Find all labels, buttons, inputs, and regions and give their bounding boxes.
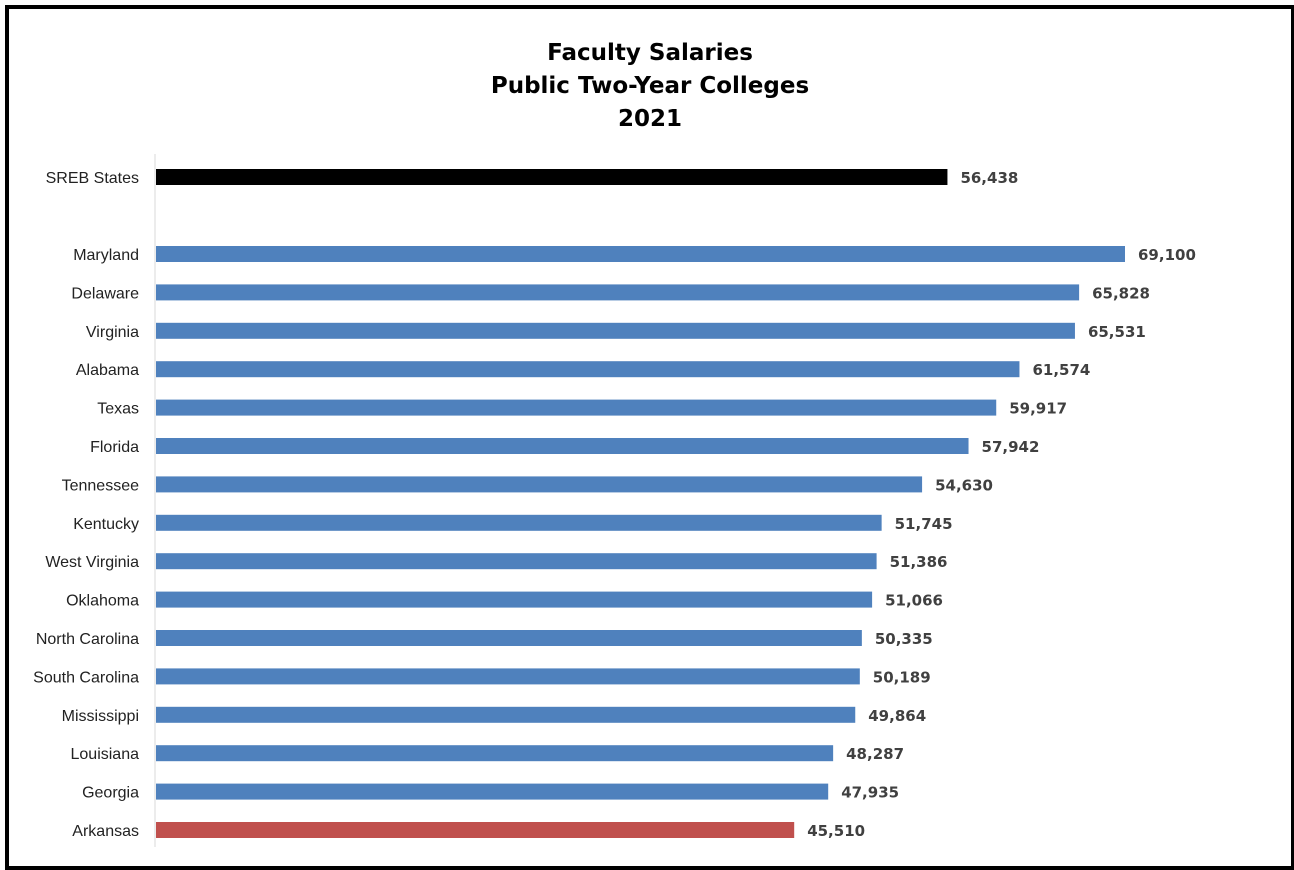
value-label-georgia: 47,935 — [841, 784, 899, 802]
bar-texas — [156, 399, 997, 416]
category-label-louisiana: Louisiana — [71, 746, 140, 763]
chart-title-line-1: Faculty Salaries — [547, 40, 753, 66]
category-label-oklahoma: Oklahoma — [66, 593, 139, 610]
value-label-delaware: 65,828 — [1092, 284, 1150, 302]
chart-title: Faculty Salaries Public Two-Year College… — [9, 37, 1291, 136]
category-label-north-carolina: North Carolina — [36, 631, 139, 648]
category-label-kentucky: Kentucky — [73, 516, 139, 533]
bar-south-carolina — [156, 668, 860, 685]
value-label-virginia: 65,531 — [1088, 323, 1146, 341]
value-label-louisiana: 48,287 — [846, 745, 904, 763]
bar-sreb-states — [156, 169, 948, 185]
value-label-texas: 59,917 — [1009, 400, 1067, 418]
category-label-maryland: Maryland — [73, 247, 139, 264]
bar-alabama — [156, 361, 1020, 378]
category-label-florida: Florida — [90, 439, 139, 456]
bar-mississippi — [156, 706, 856, 723]
category-label-mississippi: Mississippi — [62, 708, 139, 725]
value-label-west-virginia: 51,386 — [890, 553, 948, 571]
value-label-tennessee: 54,630 — [935, 476, 993, 494]
chart-frame: Faculty Salaries Public Two-Year College… — [5, 5, 1294, 870]
value-label-maryland: 69,100 — [1138, 246, 1196, 264]
bar-delaware — [156, 284, 1080, 301]
value-label-sreb-states: 56,438 — [960, 169, 1018, 187]
value-label-alabama: 61,574 — [1032, 361, 1090, 379]
category-label-alabama: Alabama — [76, 362, 139, 379]
category-label-tennessee: Tennessee — [62, 477, 139, 494]
value-label-mississippi: 49,864 — [868, 707, 926, 725]
chart-title-line-3: 2021 — [617, 106, 682, 132]
category-label-georgia: Georgia — [82, 785, 139, 802]
value-label-arkansas: 45,510 — [807, 822, 865, 840]
bar-north-carolina — [156, 630, 862, 646]
bar-georgia — [156, 783, 829, 800]
category-label-virginia: Virginia — [86, 324, 139, 341]
value-label-oklahoma: 51,066 — [885, 592, 943, 610]
category-label-texas: Texas — [97, 401, 139, 418]
bar-arkansas — [156, 822, 795, 838]
value-label-north-carolina: 50,335 — [875, 630, 933, 648]
value-label-kentucky: 51,745 — [895, 515, 953, 533]
bar-tennessee — [156, 476, 923, 493]
bar-virginia — [156, 322, 1075, 339]
value-label-florida: 57,942 — [982, 438, 1040, 456]
category-label-south-carolina: South Carolina — [33, 669, 139, 686]
value-label-south-carolina: 50,189 — [873, 668, 931, 686]
chart-title-line-2: Public Two-Year Colleges — [490, 73, 810, 99]
category-label-arkansas: Arkansas — [72, 823, 139, 840]
category-label-sreb-states: SREB States — [46, 170, 139, 187]
bar-chart: SREB States 56,438 Maryland 69,100 Delaware 6… — [33, 154, 1196, 847]
category-label-delaware: Delaware — [71, 285, 139, 302]
bar-louisiana — [156, 745, 834, 762]
bar-kentucky — [156, 514, 882, 531]
bar-oklahoma — [156, 591, 873, 608]
bar-west-virginia — [156, 553, 877, 570]
category-label-west-virginia: West Virginia — [45, 554, 139, 571]
bar-florida — [156, 438, 969, 454]
bar-maryland — [156, 246, 1125, 262]
